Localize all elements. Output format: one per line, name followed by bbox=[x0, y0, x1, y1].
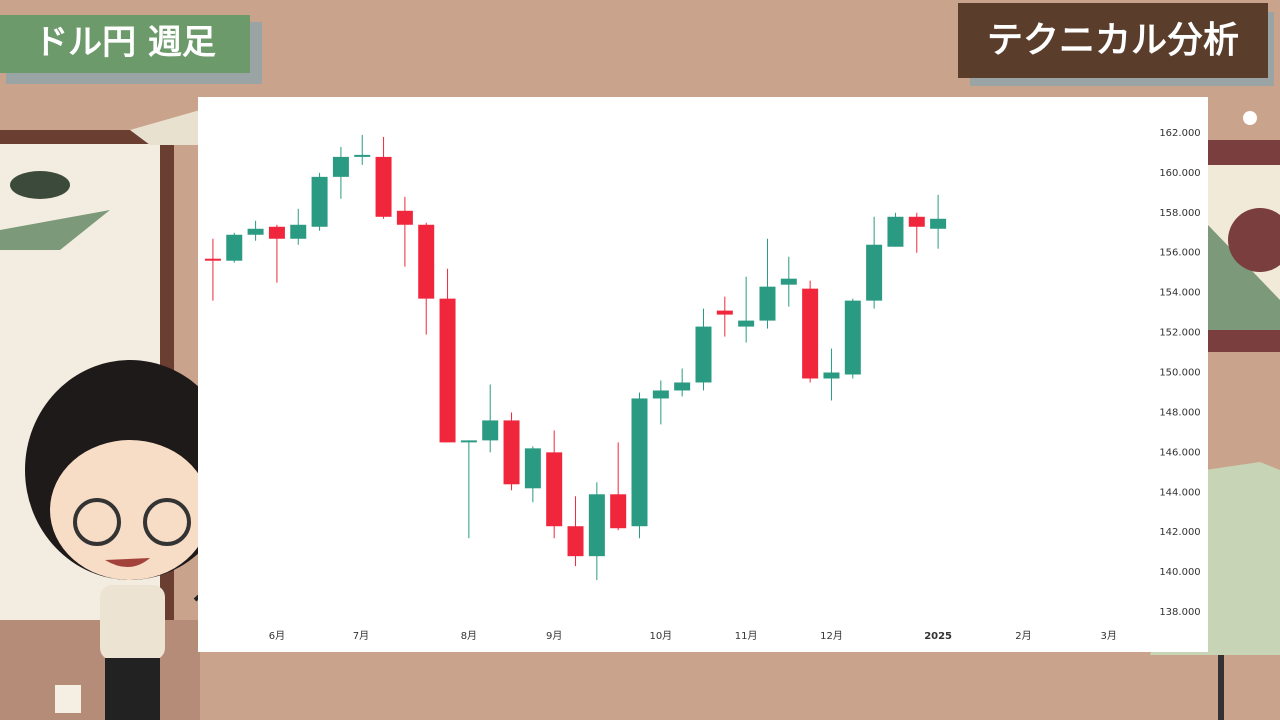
candle-body bbox=[524, 448, 541, 489]
title-left-box bbox=[0, 15, 250, 73]
pants bbox=[105, 658, 160, 720]
candle-body bbox=[503, 420, 520, 485]
candle-body bbox=[759, 286, 776, 321]
title-left: ドル円 週足 bbox=[34, 23, 216, 63]
candle-body bbox=[844, 300, 861, 375]
x-tick-label: 6月 bbox=[269, 630, 285, 642]
candle-body bbox=[375, 156, 392, 217]
mouth bbox=[105, 558, 150, 568]
sun bbox=[1228, 208, 1280, 272]
candle-body bbox=[546, 452, 563, 527]
candle-body bbox=[674, 382, 691, 391]
candle-body bbox=[247, 228, 264, 235]
candle-body bbox=[396, 210, 413, 225]
y-tick-label: 150.000 bbox=[1159, 368, 1200, 379]
candle-body bbox=[226, 234, 243, 261]
sweater bbox=[100, 585, 165, 660]
candle bbox=[55, 685, 81, 713]
plant-leaves bbox=[10, 171, 70, 199]
y-tick-label: 144.000 bbox=[1159, 487, 1200, 498]
glasses-right bbox=[143, 498, 191, 546]
candle-body bbox=[460, 440, 477, 443]
candle-body bbox=[439, 298, 456, 443]
pin bbox=[1243, 111, 1257, 125]
y-tick-label: 138.000 bbox=[1159, 607, 1200, 618]
title-right: テクニカル分析 bbox=[987, 20, 1239, 61]
mountain bbox=[1208, 225, 1280, 330]
candle-body bbox=[268, 226, 285, 239]
candle-body bbox=[418, 224, 435, 299]
x-tick-label: 3月 bbox=[1101, 630, 1117, 642]
x-tick-label: 7月 bbox=[353, 630, 369, 642]
candle-body bbox=[610, 494, 627, 529]
candle-body bbox=[482, 420, 499, 441]
y-tick-label: 156.000 bbox=[1159, 248, 1200, 259]
candle-body bbox=[866, 244, 883, 301]
y-tick-label: 146.000 bbox=[1159, 447, 1200, 458]
y-tick-label: 162.000 bbox=[1159, 128, 1200, 139]
candle-body bbox=[695, 326, 712, 383]
candle-body bbox=[567, 526, 584, 557]
candle-body bbox=[332, 156, 349, 177]
candle-body bbox=[930, 218, 947, 229]
candle-body bbox=[311, 176, 328, 227]
x-tick-label: 12月 bbox=[820, 630, 843, 642]
candle-body bbox=[631, 398, 648, 527]
glasses-left bbox=[73, 498, 121, 546]
y-tick-label: 142.000 bbox=[1159, 527, 1200, 538]
x-tick-label: 8月 bbox=[461, 630, 477, 642]
x-tick-label: 9月 bbox=[546, 630, 562, 642]
y-tick-label: 158.000 bbox=[1159, 208, 1200, 219]
title-right-box bbox=[958, 3, 1268, 78]
plot: 138.000 140.000 142.000 144.000 146.000 148.0… bbox=[204, 128, 1201, 642]
y-tick-label: 148.000 bbox=[1159, 407, 1200, 418]
y-tick-label: 160.000 bbox=[1159, 168, 1200, 179]
x-tick-label: 10月 bbox=[649, 630, 672, 642]
candle-body bbox=[823, 372, 840, 379]
x-tick-label: 11月 bbox=[735, 630, 758, 642]
candle-body bbox=[738, 320, 755, 327]
frame-top-right bbox=[1208, 140, 1280, 165]
candle-body bbox=[802, 288, 819, 379]
candle-body bbox=[652, 390, 669, 399]
candle-body bbox=[354, 154, 371, 157]
hanging-pot bbox=[130, 110, 200, 145]
candle-body bbox=[204, 258, 221, 261]
candle-body bbox=[887, 216, 904, 247]
candle-body bbox=[908, 216, 925, 227]
y-tick-label: 154.000 bbox=[1159, 288, 1200, 299]
x-tick-label: 2025 bbox=[924, 631, 952, 642]
lamp-stand bbox=[1218, 655, 1224, 720]
candle-body bbox=[780, 278, 797, 285]
candle-body bbox=[588, 494, 605, 557]
y-tick-label: 140.000 bbox=[1159, 567, 1200, 578]
plant-pot bbox=[0, 210, 110, 250]
frame-top bbox=[0, 130, 175, 144]
candle-body bbox=[716, 310, 733, 315]
candle-body bbox=[290, 224, 307, 239]
y-tick-label: 152.000 bbox=[1159, 328, 1200, 339]
frame-bottom-right bbox=[1208, 330, 1280, 352]
x-tick-label: 2月 bbox=[1015, 630, 1031, 642]
